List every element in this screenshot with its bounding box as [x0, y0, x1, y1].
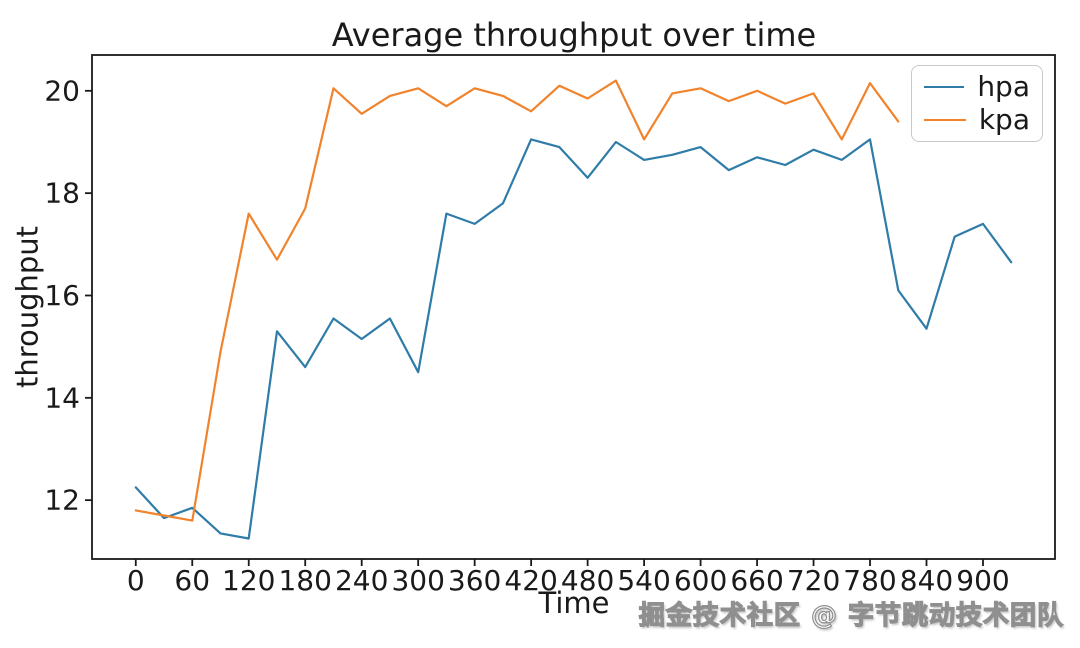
kpa-legend-label: kpa: [978, 103, 1030, 136]
x-tick-label: 120: [222, 564, 275, 597]
y-tick-label: 12: [44, 484, 80, 517]
x-tick-label: 180: [278, 564, 331, 597]
x-tick-label: 660: [730, 564, 783, 597]
hpa-line-swatch: [924, 86, 965, 88]
x-tick-label: 420: [504, 564, 557, 597]
y-tick-label: 16: [44, 279, 80, 312]
y-tick-label: 20: [44, 74, 80, 107]
x-tick-label: 840: [900, 564, 953, 597]
hpa-legend-label: hpa: [977, 70, 1030, 103]
kpa-line: [134, 79, 900, 522]
legend: hpa kpa: [911, 65, 1043, 142]
axes-spines: [91, 54, 1056, 560]
x-tick-label: 780: [843, 564, 896, 597]
watermark: 掘金技术社区 @ 字节跳动技术团队: [638, 600, 1064, 631]
y-axis-label: throughput: [10, 225, 45, 389]
x-tick-label: 0: [127, 564, 145, 597]
hpa-line: [134, 138, 1013, 540]
x-tick-label: 360: [448, 564, 501, 597]
x-tick-label: 540: [617, 564, 670, 597]
x-tick-label: 480: [561, 564, 614, 597]
legend-item-hpa: hpa: [924, 73, 1030, 101]
x-tick-label: 60: [174, 564, 210, 597]
x-axis-label: Time: [538, 586, 610, 620]
x-tick-label: 900: [956, 564, 1009, 597]
legend-item-kpa: kpa: [924, 106, 1030, 134]
y-tick-label: 18: [44, 177, 80, 210]
kpa-line-swatch: [924, 119, 966, 121]
x-tick-label: 600: [674, 564, 727, 597]
x-tick-label: 240: [335, 564, 388, 597]
x-tick-label: 300: [391, 564, 444, 597]
y-tick-label: 14: [44, 381, 80, 414]
x-tick-label: 720: [787, 564, 840, 597]
chart-title: Average throughput over time: [331, 16, 817, 54]
